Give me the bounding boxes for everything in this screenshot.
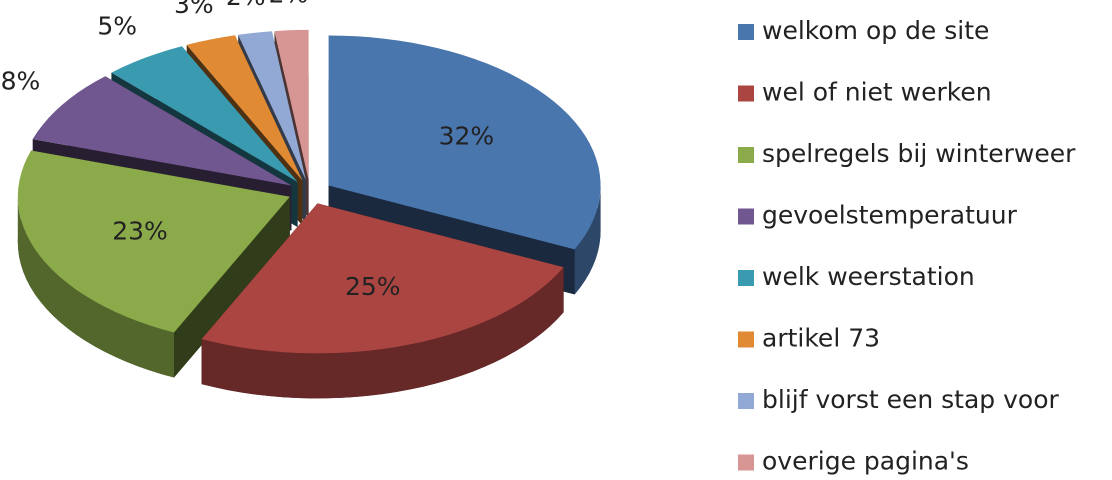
slice-top <box>111 46 298 183</box>
legend-label: overige pagina's <box>762 447 969 476</box>
legend-swatch <box>738 270 754 286</box>
legend-label: gevoelstemperatuur <box>762 201 1018 230</box>
legend-swatch <box>738 331 754 348</box>
slice-top <box>274 29 309 180</box>
legend-label: welk weerstation <box>762 262 975 291</box>
slice <box>17 150 290 378</box>
legend-label: spelregels bij winterweer <box>762 139 1076 168</box>
slice-top <box>186 35 303 181</box>
slice-wall <box>174 196 290 378</box>
legend-label: blijf vorst een stap voor <box>762 385 1059 414</box>
data-label: 8% <box>1 67 41 96</box>
slice <box>201 203 564 399</box>
legend-swatch <box>738 208 754 225</box>
data-label: 5% <box>97 12 137 41</box>
legend-swatch <box>738 24 754 40</box>
slice-side <box>574 185 601 295</box>
data-label: 3% <box>174 0 214 19</box>
data-label: 2% <box>226 0 266 11</box>
slice-top <box>17 150 290 333</box>
slice-top <box>32 76 292 186</box>
data-label: 32% <box>439 121 495 150</box>
legend-label: wel of niet werken <box>762 78 992 107</box>
legend-swatch <box>738 454 754 471</box>
legend-label: artikel 73 <box>762 324 880 353</box>
data-label: 2% <box>269 0 309 8</box>
slice-top <box>201 203 564 354</box>
slice-side <box>201 267 564 399</box>
legend-swatch <box>738 147 754 163</box>
legend-label: welkom op de site <box>762 16 989 45</box>
data-label: 23% <box>112 217 168 246</box>
slice-top <box>328 35 601 250</box>
legend-swatch <box>738 393 754 409</box>
slice-top <box>238 31 306 181</box>
data-label: 25% <box>345 272 401 301</box>
legend-swatch <box>738 85 754 102</box>
slice-side <box>17 196 174 378</box>
